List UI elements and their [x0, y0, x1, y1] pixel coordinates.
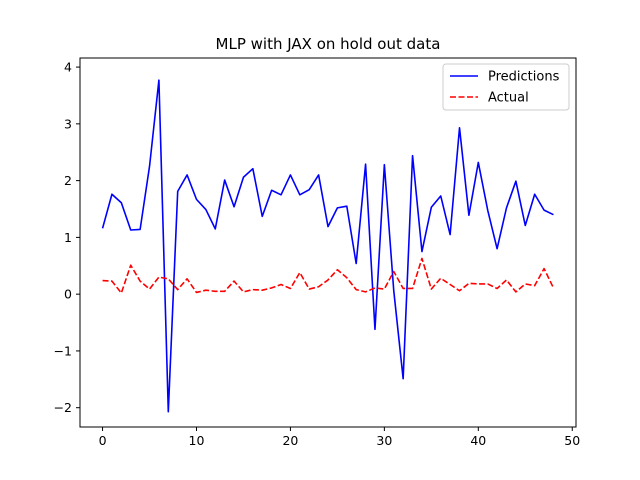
- y-tick-label: 3: [64, 116, 72, 131]
- y-tick-label: −2: [54, 400, 72, 415]
- y-tick-label: 2: [64, 173, 72, 188]
- series-line-actual: [102, 257, 555, 294]
- y-tick-label: 4: [64, 60, 72, 75]
- legend-label-predictions: Predictions: [488, 70, 560, 85]
- x-tick-label: 50: [564, 433, 580, 448]
- x-tick-label: 20: [282, 433, 298, 448]
- plot-area: [101, 79, 555, 413]
- x-tick-label: 40: [470, 433, 486, 448]
- x-tick-label: 30: [376, 433, 392, 448]
- legend-label-actual: Actual: [488, 91, 529, 106]
- y-tick-label: 0: [64, 287, 72, 302]
- y-tick-label: −1: [54, 343, 72, 358]
- series-line-predictions: [101, 79, 554, 413]
- x-tick-label: 0: [99, 433, 107, 448]
- chart-title: MLP with JAX on hold out data: [216, 35, 441, 53]
- x-tick-label: 10: [189, 433, 205, 448]
- axes-layer: 0 10 20 30 40 50 −2 −1 0 1 2 3 4: [54, 57, 580, 448]
- y-tick-label: 1: [64, 230, 72, 245]
- legend: Predictions Actual: [442, 63, 570, 111]
- axes-frame: [79, 57, 577, 428]
